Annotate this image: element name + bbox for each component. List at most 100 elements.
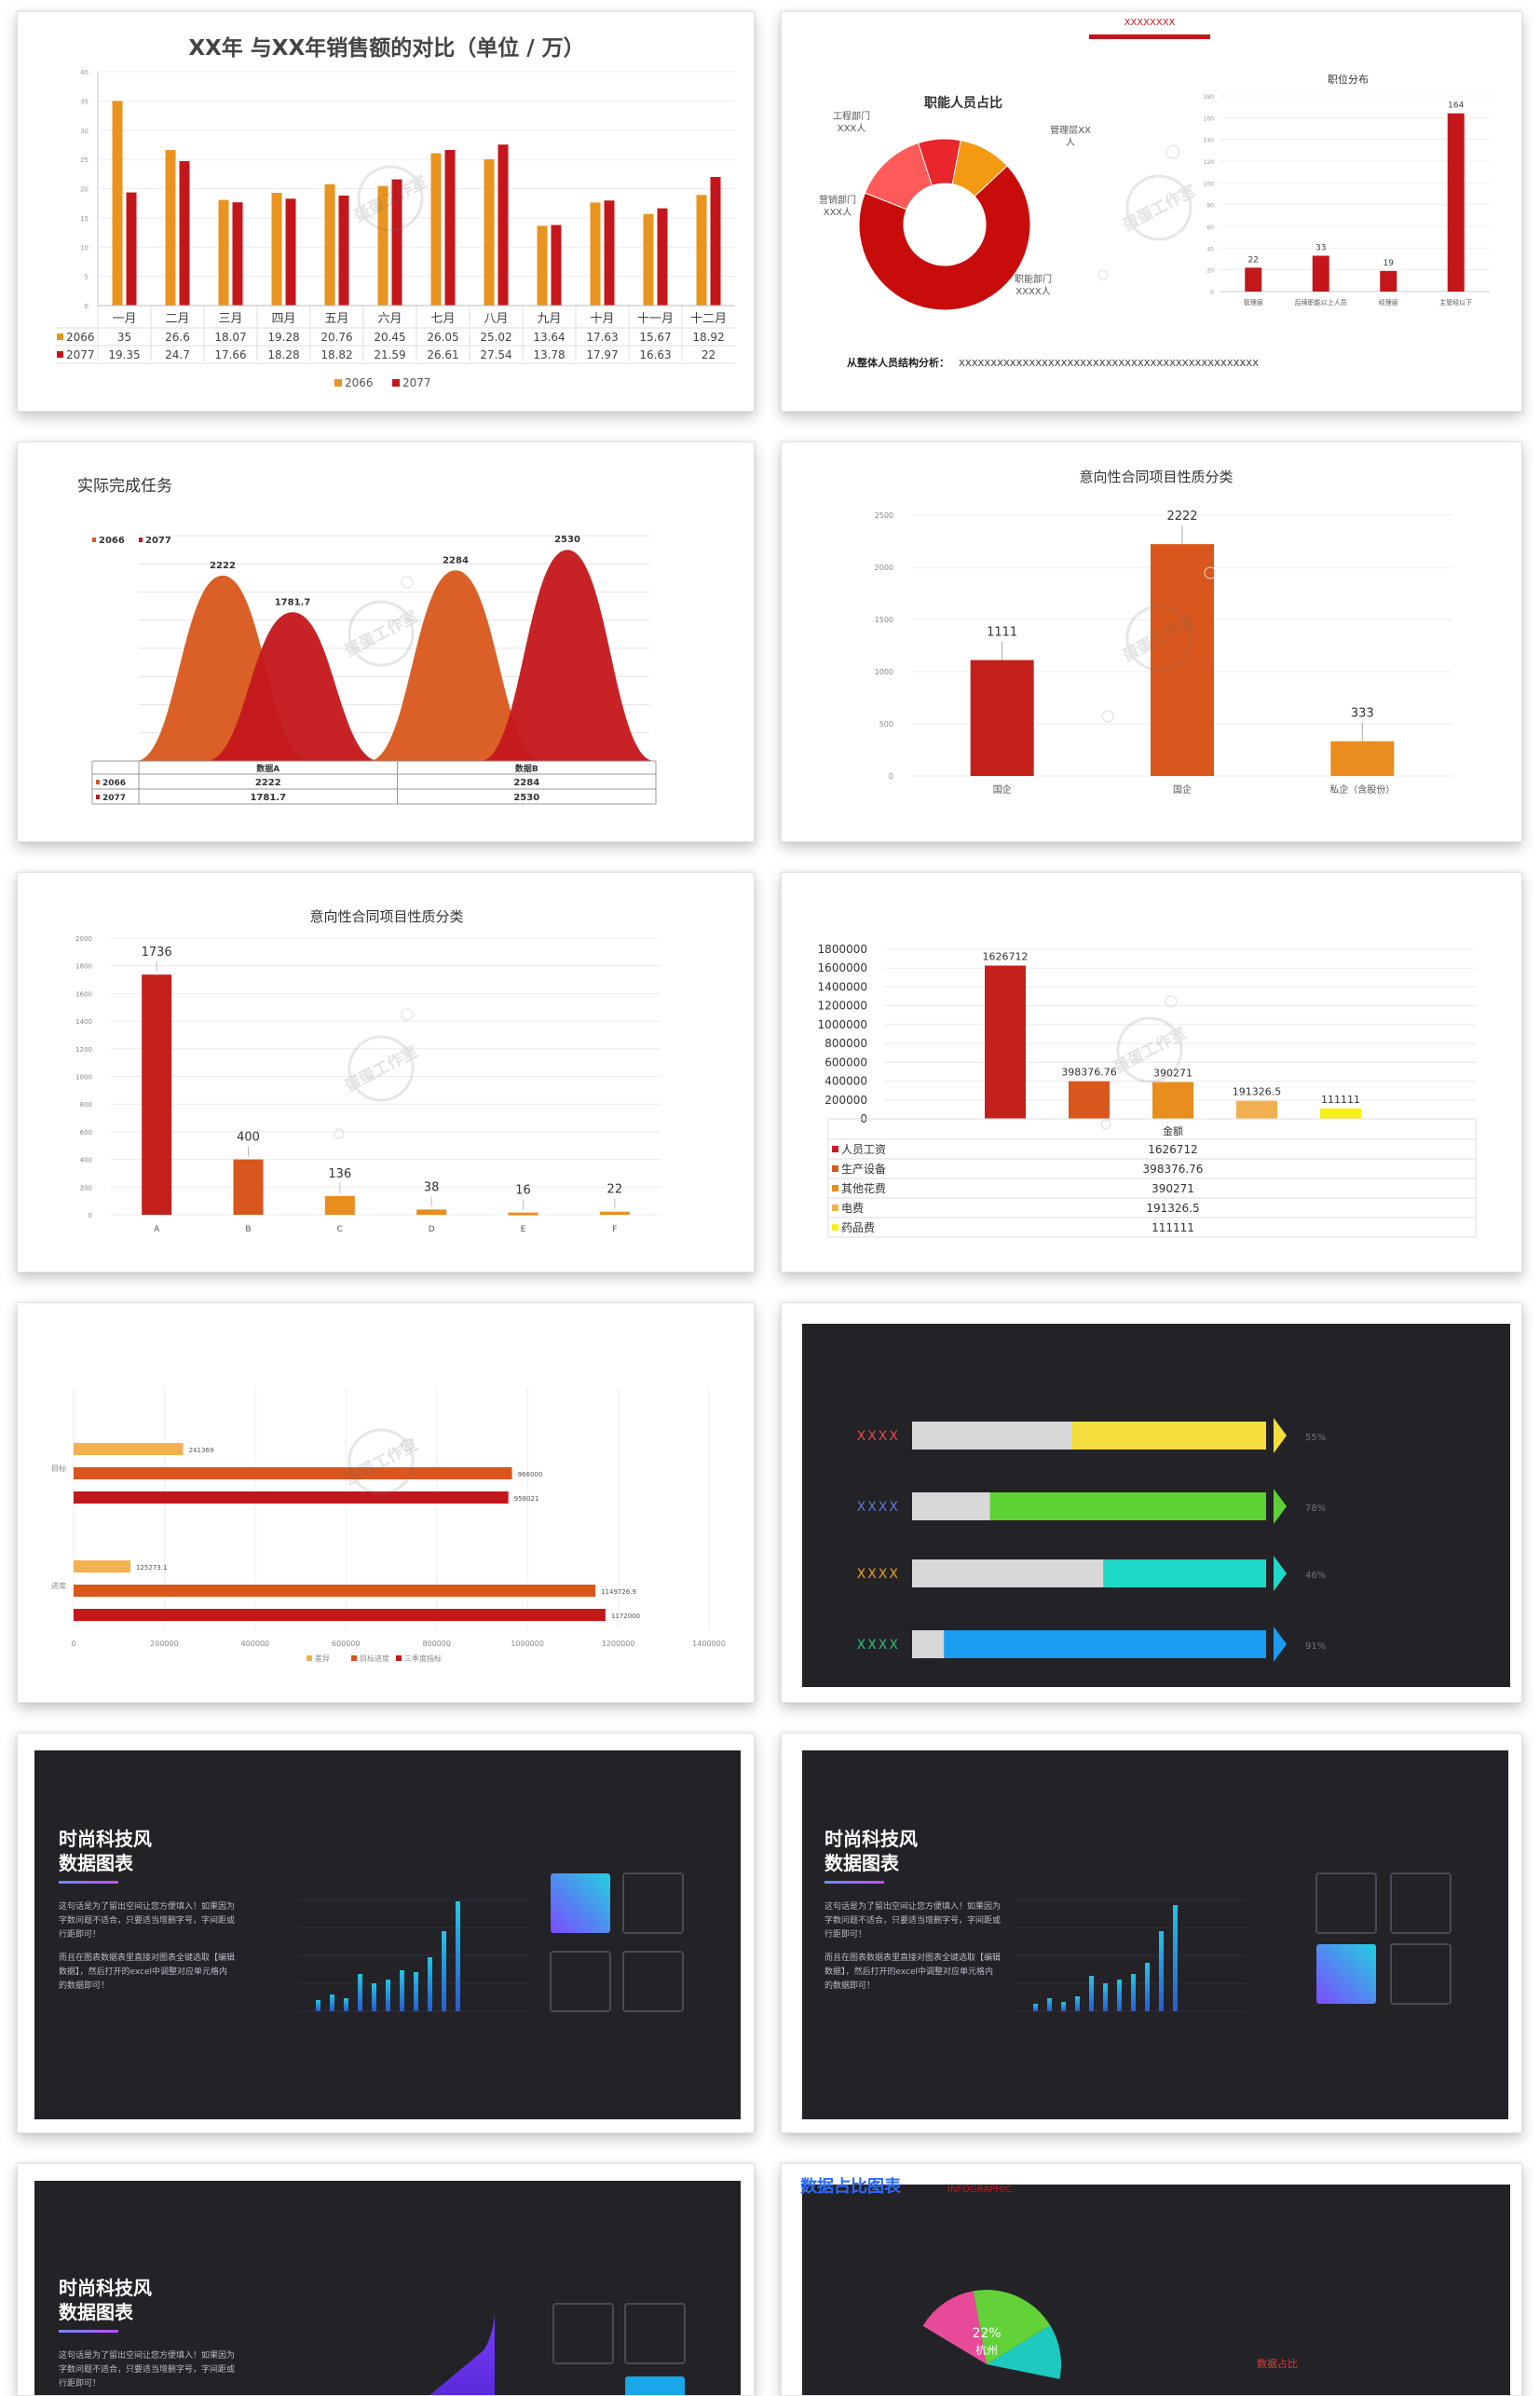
bar [1061,2002,1066,2011]
table-cell: 2222 [255,778,281,788]
watermark: 蛋蛋工作室 [341,152,441,245]
table-cell: 15.67 [639,331,671,344]
dark-progress-chart: XXXX 55% XXXX 78% XXXX 46% XXXX 91% [782,1303,1522,1703]
chart-title: 意向性合同项目性质分类 [309,908,463,925]
tile-outline [623,1952,683,2011]
bar [325,1196,355,1215]
legend-swatch [351,1655,357,1661]
table-cell: 19.28 [267,331,299,344]
y-tick-label: 80 [1206,203,1214,210]
tile-outline [625,2304,685,2363]
data-label: 125273.1 [136,1564,167,1572]
data-label: 1736 [142,946,172,960]
table-cell: 24.7 [165,348,190,361]
legend-swatch [57,351,63,358]
bar-2077 [339,196,349,306]
table-cell: 18.07 [214,331,246,344]
deco-circle [1102,711,1113,722]
legend-label: 目标进度 [360,1654,389,1663]
x-tick-label: 三月 [218,312,242,326]
y-tick-label: 1400 [75,1018,92,1026]
row-label: XXXX [857,1500,900,1515]
header-subtitle: INFOGRAPHIC [947,2185,1012,2195]
legend-swatch [334,379,342,387]
bar-2077 [605,200,615,306]
chart-title: 实际完成任务 [77,477,172,496]
table-series-label: 2077 [66,348,95,361]
x-tick-label: 后续职能以上人员 [1295,298,1347,306]
bar [985,966,1026,1119]
x-tick-label: 九月 [537,312,561,326]
bar [1159,1931,1164,2011]
bar-2077 [498,144,509,306]
bar [344,1998,348,2011]
bar-三季度指标 [74,1491,509,1504]
deco-circle [1166,145,1179,158]
bar [414,1972,418,2011]
y-tick-label: 0 [85,303,89,310]
legend-swatch [92,538,96,542]
y-tick-label: 800000 [825,1037,867,1050]
x-tick-label: 十一月 [637,312,674,326]
table-cell: 2530 [513,793,539,803]
legend-label: 差异 [315,1654,330,1663]
watermark-text: 蛋蛋工作室 [342,1435,421,1489]
data-label: 22 [607,1183,623,1197]
table-series-label: 2077 [102,794,126,803]
bar-2077 [233,202,243,306]
y-tick-label: 200 [80,1184,92,1191]
y-tick-label: 1000 [75,1074,92,1082]
table-cell: 13.78 [533,348,565,361]
slide-tech-3: 时尚科技风 数据图表 这句话是为了留出空间让您方便填入！如果因为字数问题不适合，… [17,2163,755,2396]
y-tick-label: 2500 [875,511,893,520]
bar [386,1980,390,2011]
y-tick-label: 1800 [75,963,92,971]
row-label: XXXX [857,1567,900,1582]
x-tick-label: 七月 [430,312,455,326]
tile-filled [551,1873,610,1933]
data-label: 2222 [210,561,236,571]
bar-2066 [538,225,548,306]
y-tick-label: 10 [80,244,89,252]
arrow-marker [1274,1489,1287,1524]
slide-progress-horizontal: 0 200000 400000 600000 800000 1000000 1200000 1… [17,1302,755,1703]
area-shape [428,2313,495,2396]
tile-outline [1391,1873,1451,1933]
legend-swatch [139,538,143,542]
y-tick-label: 35 [80,98,89,105]
y-tick-label: 目标 [51,1463,66,1473]
table-cell: 191326.5 [1146,1202,1199,1215]
y-tick-label: 40 [1206,246,1214,252]
x-tick-label: 管理层 [1244,298,1263,306]
x-tick-label: 十二月 [690,312,727,326]
bar-2066 [697,195,707,306]
y-tick-label: 400 [80,1157,92,1164]
table-cell: 25.02 [480,331,511,344]
bar [1236,1101,1277,1119]
slide-sales-comparison: XX年 与XX年销售额的对比（单位 / 万） 0 5 10 15 20 25 30 35 40 一… [17,11,755,412]
pie-share-chart: 数据占比图表 INFOGRAPHIC 数据占比 22% 杭州 [782,2164,1522,2396]
table-cell: 111111 [1152,1221,1194,1234]
chart-title: XX年 与XX年销售额的对比（单位 / 万） [188,35,584,61]
legend-label: 2066 [99,536,125,546]
y-tick-label: 进度 [51,1581,66,1590]
watermark: 蛋蛋工作室 [332,1022,431,1115]
data-label: 191326.5 [1233,1086,1282,1098]
y-tick-label: 0 [1210,290,1214,296]
table-series-label: 2066 [102,779,126,788]
tech-bar-chart-2 [782,1734,1522,2133]
bar [600,1212,630,1215]
bar-2066 [644,214,654,306]
x-tick-label: 200000 [150,1640,179,1648]
data-label: 136 [328,1167,351,1181]
bar-2077 [180,161,190,306]
y-tick-label: 0 [889,772,893,781]
data-label: 33 [1315,244,1326,253]
table-cell: 17.97 [586,348,618,361]
y-tick-label: 20 [80,186,89,194]
data-label: 966000 [518,1471,543,1478]
x-tick-label: 国企 [993,783,1012,796]
bar [1448,114,1465,292]
table-cell: 20.45 [374,331,405,344]
bar [1152,1082,1193,1119]
